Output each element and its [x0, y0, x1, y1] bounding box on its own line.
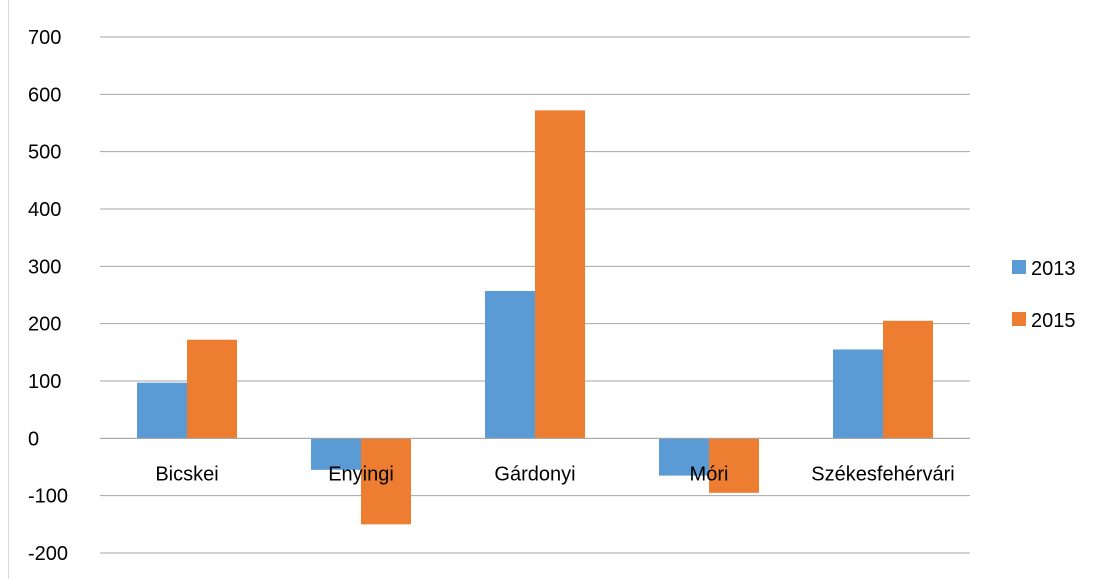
bar-2015-bicskei [187, 339, 237, 439]
bar-2013-enyingi [311, 438, 361, 470]
category-label: Gárdonyi [494, 463, 575, 485]
legend-swatch [1012, 260, 1026, 274]
bar-2015-gárdonyi [535, 110, 585, 439]
chart-frame [8, 0, 1107, 579]
gridlines [100, 36, 970, 554]
bar-2013-móri [659, 438, 709, 476]
y-tick-label: 200 [28, 314, 61, 336]
y-tick-label: 100 [28, 371, 61, 393]
y-tick-label: -200 [28, 543, 68, 565]
bars [100, 110, 970, 525]
y-tick-label: 300 [28, 256, 61, 278]
category-label: Enyingi [328, 463, 394, 485]
y-tick-label: 600 [28, 84, 61, 106]
y-tick-label: 400 [28, 199, 61, 221]
bar-2015-móri [709, 438, 759, 493]
bar-2013-székesfehérvári [833, 349, 883, 439]
legend-label: 2015 [1031, 310, 1076, 332]
legend-label: 2013 [1031, 258, 1076, 280]
legend-swatch [1012, 312, 1026, 326]
bar-2013-bicskei [137, 382, 187, 439]
y-tick-label: 500 [28, 142, 61, 164]
category-label: Móri [690, 463, 729, 485]
bar-2015-enyingi [361, 438, 411, 525]
y-tick-label: 0 [28, 428, 39, 450]
category-labels: Bicskei Enyingi Gárdonyi Móri Székesfehérvár… [155, 463, 954, 485]
y-tick-label: -100 [28, 486, 68, 508]
category-label: Székesfehérvári [811, 463, 954, 485]
y-tick-label: 700 [28, 27, 61, 49]
bar-2013-gárdonyi [485, 290, 535, 439]
y-axis-ticks: -200 -100 0 100 200 300 400 500 600 700 [28, 27, 68, 565]
bar-2015-székesfehérvári [883, 320, 933, 439]
legend: 2013 2015 [1012, 258, 1076, 332]
category-label: Bicskei [155, 463, 218, 485]
